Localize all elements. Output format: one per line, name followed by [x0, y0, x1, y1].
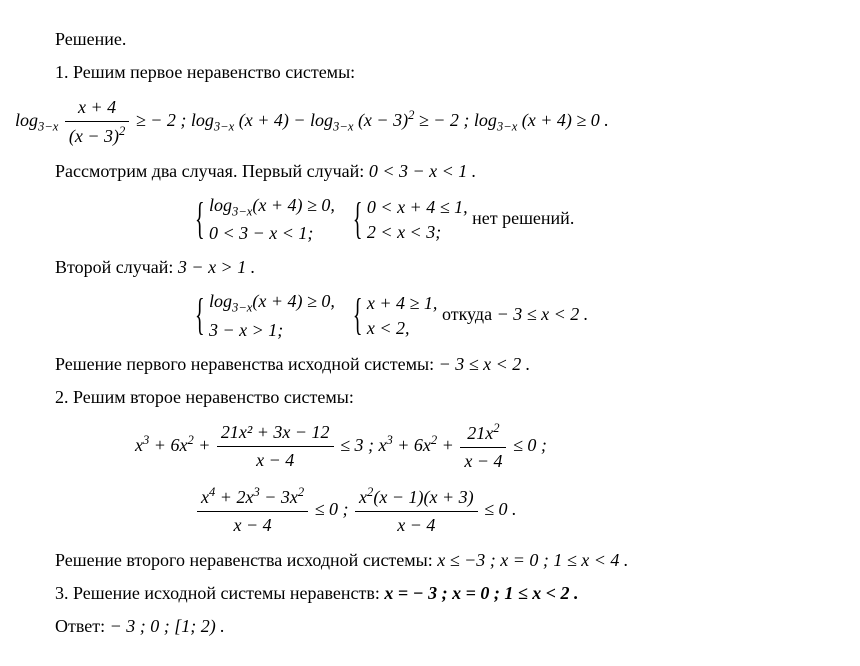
s2-conc-pre: Решение второго неравенства исходной сис… — [55, 550, 437, 570]
case2-cond: 3 − x > 1 . — [178, 257, 255, 277]
case1-sys1: log3−x(x + 4) ≥ 0, 0 < 3 − x < 1; — [195, 193, 335, 246]
c2s1r1a: log — [209, 291, 232, 311]
s1-conc-pre: Решение первого неравенства исходной сис… — [55, 354, 439, 374]
log4: log — [474, 110, 497, 130]
log4-arg: (x + 4) ≥ 0 . — [522, 110, 609, 130]
log3-sup: 2 — [408, 108, 414, 122]
case1-sys2: 0 < x + 4 ≤ 1, 2 < x < 3; — [353, 195, 468, 245]
solution-title: Решение. — [55, 26, 845, 53]
log2-arg: (x + 4) − log — [239, 110, 333, 130]
step1-conclusion: Решение первого неравенства исходной сис… — [55, 351, 845, 378]
c1s1r1b: 3−x — [232, 205, 252, 219]
c2s1r1c: (x + 4) ≥ 0, — [252, 291, 335, 311]
s1-conc: − 3 ≤ x < 2 . — [439, 354, 531, 374]
s3-pre: 3. Решение исходной системы неравенств: — [55, 583, 384, 603]
ge2: ≥ − 2 ; — [419, 110, 474, 130]
case2-sys2: x + 4 ≥ 1, x < 2, — [353, 291, 438, 341]
c1s1r1c: (x + 4) ≥ 0, — [252, 195, 335, 215]
step2-intro: 2. Решим второе неравенство системы: — [55, 384, 845, 411]
case1-cond: 0 < 3 − x < 1 . — [369, 161, 476, 181]
s2-frac4-den: x − 4 — [355, 512, 478, 539]
step1-expression: log3−x x + 4 (x − 3)2 ≥ − 2 ; log3−x (x … — [15, 94, 845, 150]
case2-intro-txt: Второй случай: — [55, 257, 178, 277]
answer: Ответ: − 3 ; 0 ; [1; 2) . — [55, 613, 845, 640]
case1-systems: log3−x(x + 4) ≥ 0, 0 < 3 − x < 1; 0 < x … — [195, 193, 845, 246]
answer-label: Ответ: — [55, 616, 110, 636]
frac1-num-txt: x + 4 — [78, 97, 116, 117]
s2-frac3-den: x − 4 — [197, 512, 308, 539]
s2-frac1-num: 21x² + 3x − 12 — [217, 419, 334, 447]
step2-expr-line2: x4 + 2x3 − 3x2 x − 4 ≤ 0 ; x2(x − 1)(x +… — [195, 483, 845, 539]
c2s1r2: 3 − x > 1; — [209, 318, 335, 343]
case2-intro: Второй случай: 3 − x > 1 . — [55, 254, 845, 281]
s2-frac2: 21x2 x − 4 — [460, 419, 506, 475]
case-intro-txt: Рассмотрим два случая. Первый случай: — [55, 161, 369, 181]
case1-result: нет решений. — [472, 208, 574, 228]
step1-intro: 1. Решим первое неравенство системы: — [55, 59, 845, 86]
s3-val: x = − 3 ; x = 0 ; 1 ≤ x < 2 . — [384, 583, 578, 603]
step2-expr-line1: x3 + 6x2 + 21x² + 3x − 12 x − 4 ≤ 3 ; x3… — [135, 419, 845, 475]
step3: 3. Решение исходной системы неравенств: … — [55, 580, 845, 607]
s2-e1-post: ≤ 3 ; — [340, 435, 378, 455]
frac1-den: (x − 3)2 — [65, 122, 129, 150]
log2: log — [191, 110, 214, 130]
s2-e2-post: ≤ 0 ; — [513, 435, 547, 455]
log3-arg: (x − 3) — [358, 110, 408, 130]
log1: log — [15, 110, 38, 130]
log2-sub: 3−x — [214, 120, 234, 134]
frac1-num: x + 4 — [65, 94, 129, 122]
step2-conclusion: Решение второго неравенства исходной сис… — [55, 547, 845, 574]
answer-value: − 3 ; 0 ; [1; 2) . — [110, 616, 225, 636]
log4-sub: 3−x — [497, 120, 517, 134]
case2-res: − 3 ≤ x < 2 . — [497, 304, 589, 324]
c1s1r2: 0 < 3 − x < 1; — [209, 221, 335, 246]
frac1: x + 4 (x − 3)2 — [65, 94, 129, 150]
s2-frac1: 21x² + 3x − 12 x − 4 — [217, 419, 334, 474]
log1-sub: 3−x — [38, 120, 58, 134]
frac1-den-sup: 2 — [119, 124, 125, 138]
s2-conc: x ≤ −3 ; x = 0 ; 1 ≤ x < 4 . — [437, 550, 628, 570]
c1s1r1a: log — [209, 195, 232, 215]
c1s2r1: 0 < x + 4 ≤ 1, — [367, 195, 468, 220]
case2-systems: log3−x(x + 4) ≥ 0, 3 − x > 1; x + 4 ≥ 1,… — [195, 289, 845, 342]
ge1: ≥ − 2 ; — [136, 110, 191, 130]
case2-sys1: log3−x(x + 4) ≥ 0, 3 − x > 1; — [195, 289, 335, 342]
s2-frac4: x2(x − 1)(x + 3) x − 4 — [355, 483, 478, 539]
case-intro: Рассмотрим два случая. Первый случай: 0 … — [55, 158, 845, 185]
s2-frac2-den: x − 4 — [460, 448, 506, 475]
s2-e4-post: ≤ 0 . — [484, 499, 516, 519]
c2s1r1b: 3−x — [232, 301, 252, 315]
frac1-den-txt: (x − 3) — [69, 126, 119, 146]
c2s2r1: x + 4 ≥ 1, — [367, 291, 438, 316]
c1s2r2: 2 < x < 3; — [367, 220, 468, 245]
s2-frac3: x4 + 2x3 − 3x2 x − 4 — [197, 483, 308, 539]
s2-frac1-den: x − 4 — [217, 447, 334, 474]
c2s2r2: x < 2, — [367, 316, 438, 341]
log3-sub: 3−x — [333, 120, 353, 134]
case2-res-pre: откуда — [442, 304, 497, 324]
s2-e3-post: ≤ 0 ; — [315, 499, 353, 519]
